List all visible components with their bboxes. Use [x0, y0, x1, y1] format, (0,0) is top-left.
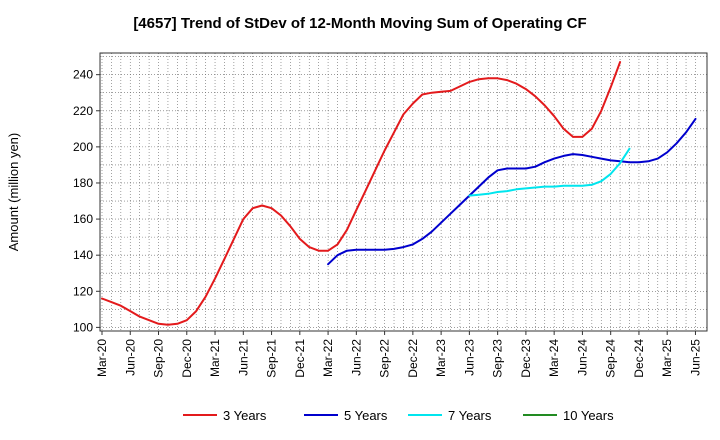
y-tick-label: 140	[73, 248, 93, 262]
x-tick-label: Mar-24	[547, 339, 561, 377]
x-axis-ticks: Mar-20 Jun-20 Sep-20 Dec-20 Mar-21 Jun-21 Sep-…	[95, 331, 702, 378]
legend-label-5-years: 5 Years	[344, 408, 388, 423]
y-tick-label: 160	[73, 212, 93, 226]
legend-label-10-years: 10 Years	[563, 408, 614, 423]
x-tick-label: Sep-21	[265, 339, 279, 378]
plot-border	[99, 52, 708, 332]
x-tick-label: Jun-23	[462, 339, 476, 376]
x-tick-label: Mar-25	[660, 339, 674, 377]
x-tick-label: Dec-21	[293, 339, 307, 378]
series-line-3-years	[101, 61, 622, 326]
x-tick-label: Mar-20	[95, 339, 109, 377]
y-tick-label: 200	[73, 140, 93, 154]
y-tick-label: 220	[73, 104, 93, 118]
x-tick-label: Mar-21	[208, 339, 222, 377]
x-tick-label: Jun-24	[575, 339, 589, 376]
x-tick-label: Jun-25	[688, 339, 702, 376]
x-tick-label: Dec-22	[406, 339, 420, 378]
x-tick-label: Sep-20	[152, 339, 166, 378]
x-tick-label: Jun-21	[236, 339, 250, 376]
y-tick-label: 180	[73, 176, 93, 190]
legend: 3 Years 5 Years 7 Years 10 Years	[183, 408, 614, 423]
series-line-5-years	[327, 117, 697, 266]
x-tick-label: Dec-20	[180, 339, 194, 378]
x-tick-label: Jun-20	[123, 339, 137, 376]
series-layer	[101, 61, 697, 326]
x-tick-label: Jun-22	[349, 339, 363, 376]
grid-lines	[100, 53, 707, 331]
y-tick-label: 120	[73, 284, 93, 298]
x-tick-label: Sep-22	[378, 339, 392, 378]
y-tick-label: 240	[73, 68, 93, 82]
chart-title: [4657] Trend of StDev of 12-Month Moving…	[133, 15, 586, 32]
x-tick-label: Sep-24	[604, 339, 618, 378]
series-line-7-years	[468, 147, 631, 197]
x-tick-label: Dec-24	[632, 339, 646, 378]
x-tick-label: Dec-23	[519, 339, 533, 378]
y-tick-label: 100	[73, 320, 93, 334]
legend-label-7-years: 7 Years	[448, 408, 492, 423]
legend-label-3-years: 3 Years	[223, 408, 267, 423]
y-axis-label: Amount (million yen)	[6, 133, 21, 252]
x-tick-label: Mar-23	[434, 339, 448, 377]
x-tick-label: Mar-22	[321, 339, 335, 377]
y-axis-ticks: 100 120 140 160 180 200 220 240	[73, 68, 100, 334]
x-tick-label: Sep-23	[491, 339, 505, 378]
